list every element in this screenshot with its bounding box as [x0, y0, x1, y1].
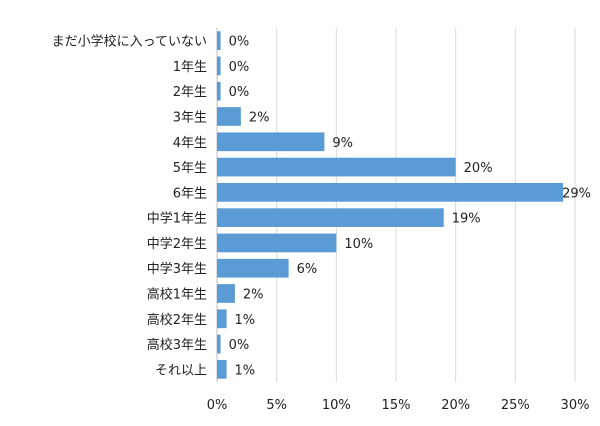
data-label: 1% — [235, 313, 256, 328]
x-tick-label: 25% — [501, 398, 530, 413]
bar — [217, 284, 235, 303]
bar — [217, 157, 456, 177]
x-tick-label: 15% — [382, 398, 411, 413]
labels: 0% 5% 10% 15% 20% 25% 30% まだ小学校に入っていない 0% 1年生 0% 2年… — [52, 34, 591, 413]
category-label: 中学3年生 — [147, 261, 207, 277]
data-label: 2% — [249, 111, 270, 126]
category-label: 高校2年生 — [147, 312, 207, 328]
x-tick-label: 0% — [207, 398, 228, 413]
bar — [217, 81, 221, 101]
data-label: 6% — [297, 262, 318, 277]
data-label: 2% — [243, 288, 264, 303]
bar — [217, 107, 241, 126]
data-label: 9% — [332, 136, 353, 151]
category-label: それ以上 — [155, 363, 207, 378]
category-label: 高校1年生 — [147, 287, 207, 303]
data-label: 19% — [452, 212, 481, 227]
category-label: 6年生 — [173, 186, 207, 201]
category-label: 1年生 — [173, 60, 207, 75]
category-label: 中学1年生 — [147, 211, 207, 227]
bar — [217, 183, 564, 202]
bar — [217, 309, 227, 329]
data-label: 0% — [229, 60, 250, 75]
data-label: 20% — [464, 161, 493, 176]
x-tick-label: 5% — [266, 398, 287, 413]
category-label: 高校3年生 — [147, 337, 207, 353]
x-tick-label: 10% — [322, 398, 351, 413]
bar — [217, 360, 227, 379]
bar — [217, 31, 221, 50]
category-label: 3年生 — [173, 111, 207, 126]
bar — [217, 233, 337, 253]
bar — [217, 208, 444, 227]
data-label: 0% — [229, 85, 250, 100]
data-label: 29% — [562, 186, 591, 201]
category-label: 4年生 — [173, 136, 207, 151]
bar — [217, 56, 221, 76]
x-tick-label: 20% — [441, 398, 470, 413]
category-label: 中学2年生 — [147, 236, 207, 252]
category-label: まだ小学校に入っていない — [52, 34, 207, 50]
category-label: 2年生 — [173, 85, 207, 100]
gridlines — [216, 28, 576, 382]
bar — [217, 258, 289, 278]
bar — [217, 132, 325, 152]
data-label: 10% — [344, 237, 373, 252]
bars — [217, 31, 564, 379]
x-tick-label: 30% — [561, 398, 590, 413]
data-label: 1% — [235, 363, 256, 378]
category-label: 5年生 — [173, 161, 207, 176]
data-label: 0% — [229, 35, 250, 50]
bar — [217, 334, 221, 354]
data-label: 0% — [229, 338, 250, 353]
